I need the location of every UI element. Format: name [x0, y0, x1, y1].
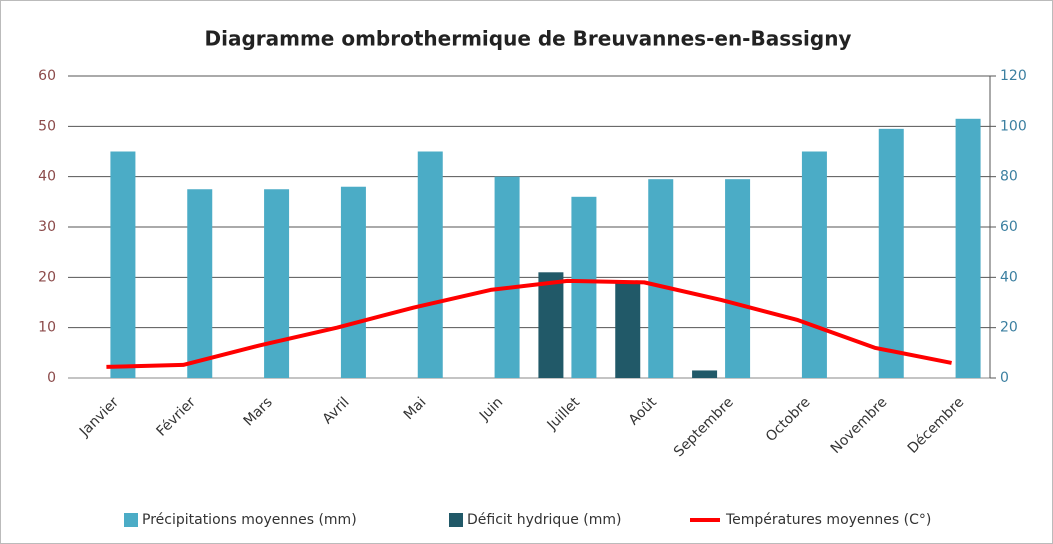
bar — [538, 272, 564, 378]
bar — [955, 118, 981, 379]
bar — [340, 186, 366, 378]
y-tick-label: 30 — [38, 219, 56, 235]
y-tick-label: 60 — [38, 68, 56, 84]
y-tick-label: 40 — [38, 169, 56, 185]
y2-tick-label: 60 — [1000, 219, 1018, 235]
line — [106, 278, 952, 369]
bar — [110, 151, 136, 378]
bar — [801, 151, 827, 378]
y2-tick-label: 40 — [1000, 269, 1018, 285]
y-tick-label: 50 — [38, 118, 56, 134]
legend-label: Précipitations moyennes (mm) — [142, 512, 357, 528]
y-tick-label: 10 — [38, 320, 56, 336]
legend-label: Déficit hydrique (mm) — [467, 512, 621, 528]
bar — [417, 151, 443, 378]
y2-tick-label: 100 — [1000, 118, 1027, 134]
legend-label: Températures moyennes (C°) — [725, 512, 931, 528]
y2-tick-label: 80 — [1000, 169, 1018, 185]
y-tick-label: 0 — [47, 370, 56, 386]
bar — [615, 282, 641, 378]
bar — [494, 176, 520, 378]
bar — [571, 196, 597, 378]
bar — [187, 189, 213, 378]
y2-tick-label: 0 — [1000, 370, 1009, 386]
chart-title: Diagramme ombrothermique de Breuvannes-e… — [205, 27, 852, 51]
bar — [264, 189, 290, 378]
y2-tick-label: 120 — [1000, 68, 1027, 84]
bar — [692, 370, 718, 378]
legend-swatch — [449, 513, 463, 527]
y2-tick-label: 20 — [1000, 320, 1018, 336]
bar — [878, 128, 904, 378]
y-tick-label: 20 — [38, 269, 56, 285]
bar — [648, 179, 674, 378]
legend-swatch — [124, 513, 138, 527]
bar — [725, 179, 751, 378]
